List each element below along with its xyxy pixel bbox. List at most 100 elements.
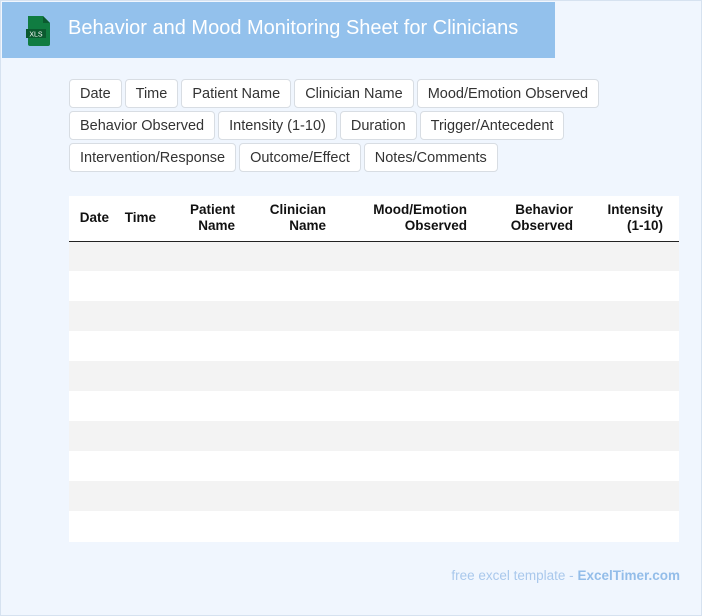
table-cell[interactable] [332,361,473,391]
column-header-line: Behavior [515,202,573,218]
table-cell[interactable] [69,481,115,511]
table-cell[interactable] [69,331,115,361]
table-cell[interactable] [579,451,669,481]
table-cell[interactable] [115,511,162,541]
field-chip[interactable]: Patient Name [181,79,292,108]
table-cell[interactable] [162,301,241,331]
table-cell[interactable] [241,451,332,481]
table-cell[interactable] [473,331,579,361]
table-cell[interactable] [69,511,115,541]
table-cell[interactable] [69,421,115,451]
table-cell[interactable] [162,481,241,511]
table-cell[interactable] [162,241,241,271]
table-cell[interactable] [669,391,679,421]
field-chip[interactable]: Trigger/Antecedent [419,111,565,140]
table-row [69,301,679,331]
table-cell[interactable] [669,301,679,331]
table-cell[interactable] [69,271,115,301]
table-cell[interactable] [579,301,669,331]
table-cell[interactable] [473,451,579,481]
field-chip[interactable]: Outcome/Effect [239,143,361,172]
table-cell[interactable] [69,241,115,271]
table-header-row: Date Time Patient Name Clinician Name Mood/Emo… [69,196,679,242]
table-cell[interactable] [241,301,332,331]
table-cell[interactable] [241,421,332,451]
column-header-line: Mood/Emotion [373,202,467,218]
table-cell[interactable] [115,331,162,361]
table-cell[interactable] [115,481,162,511]
table-cell[interactable] [115,361,162,391]
table-cell[interactable] [115,301,162,331]
table-cell[interactable] [669,481,679,511]
table-cell[interactable] [579,271,669,301]
table-cell[interactable] [669,241,679,271]
field-chip[interactable]: Mood/Emotion Observed [416,79,600,108]
table-cell[interactable] [115,271,162,301]
table-cell[interactable] [473,391,579,421]
table-cell[interactable] [579,241,669,271]
field-chip[interactable]: Clinician Name [294,79,414,108]
table-cell[interactable] [241,271,332,301]
table-cell[interactable] [473,241,579,271]
table-cell[interactable] [332,301,473,331]
table-cell[interactable] [669,331,679,361]
column-header-line: Intensity [607,202,663,218]
table-cell[interactable] [473,361,579,391]
field-chip[interactable]: Time [124,79,179,108]
field-chip[interactable]: Intervention/Response [69,143,237,172]
table-cell[interactable] [332,421,473,451]
table-cell[interactable] [162,331,241,361]
table-cell[interactable] [473,421,579,451]
table-cell[interactable] [241,241,332,271]
table-cell[interactable] [669,421,679,451]
field-chip[interactable]: Date [69,79,122,108]
table-cell[interactable] [115,391,162,421]
table-cell[interactable] [162,271,241,301]
table-cell[interactable] [162,421,241,451]
table-cell[interactable] [241,511,332,541]
field-chip[interactable]: Notes/Comments [363,143,498,172]
table-cell[interactable] [69,391,115,421]
table-cell[interactable] [69,451,115,481]
table-cell[interactable] [241,481,332,511]
table-cell[interactable] [579,421,669,451]
table-cell[interactable] [669,511,679,541]
field-chip[interactable]: Intensity (1-10) [218,111,337,140]
table-cell[interactable] [69,301,115,331]
table-cell[interactable] [669,271,679,301]
table-cell[interactable] [69,361,115,391]
table-cell[interactable] [473,481,579,511]
table-cell[interactable] [579,331,669,361]
table-cell[interactable] [162,451,241,481]
table-cell[interactable] [669,451,679,481]
table-cell[interactable] [332,511,473,541]
table-cell[interactable] [332,391,473,421]
table-cell[interactable] [473,301,579,331]
table-cell[interactable] [241,331,332,361]
column-header: D [669,196,679,242]
table-cell[interactable] [332,451,473,481]
table-cell[interactable] [579,391,669,421]
table-cell[interactable] [579,361,669,391]
table-cell[interactable] [162,361,241,391]
table-cell[interactable] [473,271,579,301]
table-cell[interactable] [579,481,669,511]
table-cell[interactable] [162,391,241,421]
table-cell[interactable] [115,421,162,451]
table-cell[interactable] [241,361,332,391]
table-cell[interactable] [579,511,669,541]
table-cell[interactable] [332,271,473,301]
field-chip[interactable]: Duration [339,111,417,140]
table-cell[interactable] [332,481,473,511]
column-header: Behavior Observed [473,196,579,242]
table-cell[interactable] [473,511,579,541]
table-cell[interactable] [162,511,241,541]
table-cell[interactable] [669,361,679,391]
field-chip[interactable]: Behavior Observed [69,111,216,140]
table-cell[interactable] [332,241,473,271]
footer-brand-link[interactable]: ExcelTimer.com [577,568,680,583]
table-cell[interactable] [241,391,332,421]
table-cell[interactable] [115,451,162,481]
table-cell[interactable] [115,241,162,271]
table-cell[interactable] [332,331,473,361]
